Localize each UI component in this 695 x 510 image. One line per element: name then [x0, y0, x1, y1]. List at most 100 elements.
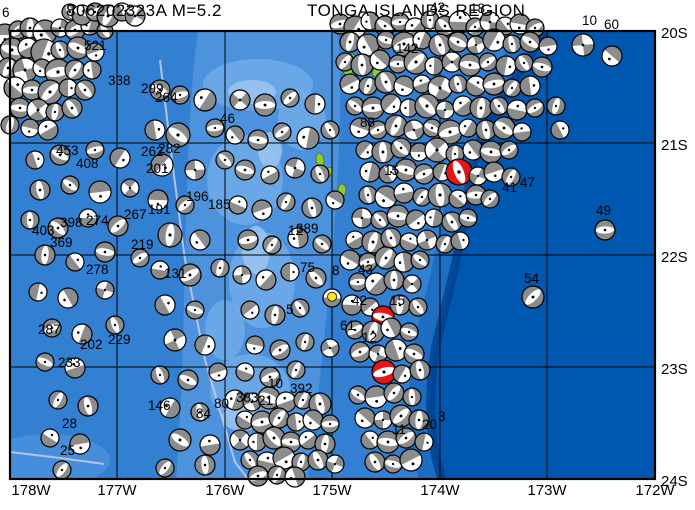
depth-label: 6 [2, 5, 10, 20]
focal-mechanism [260, 165, 280, 185]
focal-mechanism [378, 164, 398, 184]
focal-mechanism [308, 392, 332, 416]
lat-tick-label: 24S [661, 473, 688, 490]
depth-label: 88 [360, 115, 375, 130]
focal-mechanism [234, 159, 256, 181]
focal-mechanism [69, 433, 91, 455]
focal-mechanism [492, 116, 516, 140]
focal-mechanism [358, 185, 378, 205]
focal-mechanism [371, 140, 395, 164]
focal-mechanism [422, 118, 442, 138]
focal-mechanism [190, 402, 210, 422]
focal-mechanism [30, 38, 58, 66]
focal-mechanism [386, 204, 410, 228]
depth-label: 10 [582, 13, 597, 28]
focal-mechanism [168, 428, 192, 452]
focal-mechanism [88, 180, 112, 204]
focal-mechanism [272, 122, 292, 142]
focal-mechanism [448, 189, 468, 209]
focal-mechanism [253, 93, 277, 117]
focal-mechanism [402, 387, 422, 407]
focal-mechanism [272, 446, 296, 470]
depth-label: 299 [141, 81, 164, 96]
focal-mechanism [96, 4, 120, 28]
focal-mechanism [105, 315, 125, 335]
lat-tick-label: 22S [661, 249, 688, 266]
focal-mechanism [427, 182, 453, 208]
focal-mechanism [360, 430, 380, 450]
depth-label: 15 [384, 163, 399, 178]
focal-mechanism [374, 70, 398, 94]
focal-mechanism [235, 410, 255, 430]
focal-mechanism [245, 335, 265, 355]
depth-label: 11 [392, 422, 406, 437]
focal-mechanism [416, 229, 438, 251]
focal-mechanism [78, 208, 98, 228]
focal-mechanism [147, 189, 169, 211]
map-title-left: 806202323A M=5.2 [66, 1, 222, 20]
focal-mechanism [82, 60, 102, 80]
depth-label: 262 [141, 144, 164, 159]
focal-mechanism [26, 98, 50, 122]
focal-mechanism [370, 210, 390, 230]
focal-mechanism [189, 229, 211, 251]
focal-mechanism [364, 385, 388, 409]
depth-label: 383 [236, 390, 259, 405]
focal-mechanism [269, 339, 291, 361]
focal-mechanism [286, 360, 306, 380]
focal-mechanism [259, 366, 281, 388]
focal-mechanism [257, 386, 281, 410]
depth-label: 392 [290, 381, 313, 396]
focal-mechanism [427, 75, 453, 101]
focal-mechanism [237, 229, 259, 251]
focal-mechanism [307, 449, 329, 471]
focal-mechanism [380, 93, 402, 115]
focal-mechanism [280, 262, 300, 282]
focal-mechanism [9, 97, 31, 119]
lat-tick-label: 20S [661, 25, 688, 42]
depth-label: 267 [124, 207, 147, 222]
focal-mechanism [469, 96, 493, 120]
depth-label: 43 [358, 262, 373, 277]
focal-mechanism [361, 230, 385, 254]
focal-mechanism [25, 150, 45, 170]
focal-mechanism [293, 390, 313, 410]
depth-label: 142 [396, 41, 419, 56]
focal-mechanism [130, 248, 150, 268]
depth-label: 15 [390, 293, 405, 308]
focal-mechanism [462, 139, 484, 161]
focal-mechanism [399, 232, 419, 252]
focal-mechanism [373, 410, 393, 430]
focal-mechanism [359, 161, 381, 183]
focal-mechanism [150, 260, 170, 280]
focal-mechanism [495, 55, 517, 77]
focal-mechanism [403, 49, 429, 75]
focal-mechanism [390, 137, 412, 159]
focal-mechanism [601, 45, 623, 67]
lon-tick-label: 177W [97, 482, 137, 499]
focal-mechanism [538, 36, 558, 56]
focal-mechanism [408, 409, 430, 431]
focal-mechanism [341, 294, 363, 316]
focal-mechanism [393, 182, 415, 204]
focal-mechanism [393, 75, 415, 97]
focal-mechanism [20, 118, 40, 138]
focal-mechanism [339, 31, 361, 53]
depth-label: 49 [596, 203, 611, 218]
focal-mechanism [424, 137, 450, 163]
focal-mechanism [489, 96, 509, 116]
depth-label: 41 [502, 180, 517, 195]
focal-mechanism [391, 31, 417, 57]
focal-mechanism [355, 140, 375, 160]
focal-mechanism [170, 85, 190, 105]
focal-mechanism [512, 122, 532, 142]
focal-mechanism [159, 397, 181, 419]
focal-mechanism [205, 118, 225, 138]
focal-mechanism [240, 450, 260, 470]
focal-mechanism [60, 175, 80, 195]
focal-mechanism [389, 404, 413, 428]
focal-mechanism [339, 73, 361, 95]
focal-mechanism [483, 161, 505, 183]
depth-label: 5 [286, 302, 294, 317]
focal-mechanism [320, 338, 340, 358]
